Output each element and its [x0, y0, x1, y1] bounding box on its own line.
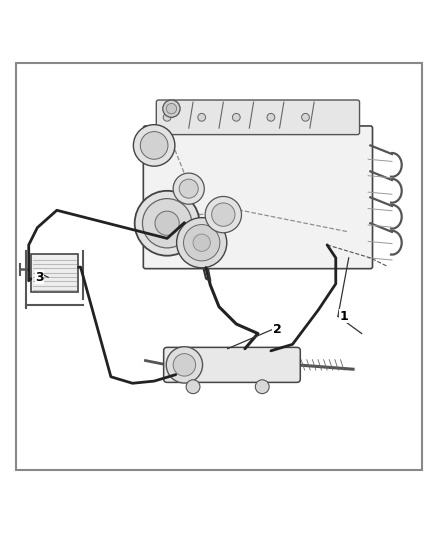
FancyBboxPatch shape — [164, 348, 300, 382]
Circle shape — [166, 103, 177, 114]
Text: 3: 3 — [35, 271, 44, 284]
Circle shape — [134, 191, 200, 256]
Text: 2: 2 — [273, 322, 282, 336]
Circle shape — [173, 173, 204, 204]
FancyBboxPatch shape — [156, 100, 360, 135]
Circle shape — [184, 224, 220, 261]
Circle shape — [140, 132, 168, 159]
Circle shape — [163, 114, 171, 121]
Circle shape — [173, 353, 196, 376]
Circle shape — [186, 380, 200, 394]
Bar — [31, 254, 78, 293]
Text: 1: 1 — [340, 310, 349, 322]
Circle shape — [193, 234, 210, 252]
Circle shape — [177, 217, 227, 268]
Circle shape — [163, 100, 180, 117]
Circle shape — [166, 347, 202, 383]
Circle shape — [267, 114, 275, 121]
Circle shape — [302, 114, 309, 121]
Circle shape — [255, 380, 269, 394]
Circle shape — [198, 114, 205, 121]
Circle shape — [155, 211, 179, 236]
Circle shape — [205, 197, 241, 233]
Circle shape — [134, 125, 175, 166]
Circle shape — [233, 114, 240, 121]
FancyBboxPatch shape — [143, 126, 372, 269]
Circle shape — [142, 199, 192, 248]
Circle shape — [179, 179, 198, 198]
Circle shape — [212, 203, 235, 227]
